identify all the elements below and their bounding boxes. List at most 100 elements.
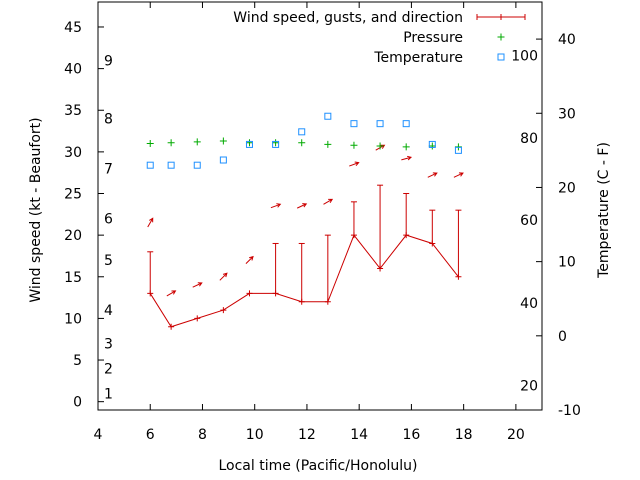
legend-label: Temperature xyxy=(373,50,463,66)
wind-direction-arrow xyxy=(453,172,464,178)
y2-tick-label: 0 xyxy=(558,329,567,345)
y2-tick-label: 40 xyxy=(558,32,576,48)
pressure-point xyxy=(350,141,358,149)
wind-direction-arrow xyxy=(296,203,308,209)
y-tick-label: 45 xyxy=(64,20,82,36)
y-tick-label: 30 xyxy=(64,145,82,161)
x-tick-label: 4 xyxy=(94,427,103,443)
wind-speed-point xyxy=(272,290,279,297)
wind-speed-point xyxy=(377,265,384,272)
legend-wind-marker xyxy=(498,14,504,20)
wind-speed-point xyxy=(324,298,331,305)
temperature-point xyxy=(245,140,253,148)
pressure-point xyxy=(167,139,175,147)
temperature-point xyxy=(219,156,227,164)
y2-tick-label: 20 xyxy=(558,180,576,196)
beaufort-label: 6 xyxy=(104,211,113,227)
legend-label: Pressure xyxy=(403,30,463,46)
wind-direction-arrow xyxy=(219,272,228,281)
temperature-point xyxy=(350,120,358,128)
y-tick-label: 5 xyxy=(73,353,82,369)
chart-axes xyxy=(97,2,542,411)
pressure-point xyxy=(146,140,154,148)
temperature-point xyxy=(428,140,436,148)
x-tick-label: 12 xyxy=(298,427,316,443)
x-tick-label: 20 xyxy=(507,427,525,443)
beaufort-label: 7 xyxy=(104,162,113,178)
beaufort-label: 5 xyxy=(104,253,113,269)
wind-direction-arrow xyxy=(401,155,413,161)
temperature-point xyxy=(376,120,384,128)
wind-direction-arrow xyxy=(270,203,282,209)
temperature-point xyxy=(193,161,201,169)
pressure-point xyxy=(324,140,332,148)
wind-direction-arrow xyxy=(323,198,334,205)
fahrenheit-label: 80 xyxy=(520,131,538,147)
temperature-point xyxy=(167,161,175,169)
pressure-point xyxy=(219,137,227,145)
wind-speed-point xyxy=(455,273,462,280)
wind-speed-line xyxy=(149,234,459,328)
wind-direction-arrow xyxy=(349,161,360,167)
temperature-point xyxy=(324,112,332,120)
y2-tick-label: 30 xyxy=(558,106,576,122)
pressure-point xyxy=(298,139,306,147)
fahrenheit-label: 100 xyxy=(511,48,538,64)
chart-tick-labels: 4 6 8 10 12 14 16 18 20051015202530354045-100102… xyxy=(64,20,581,443)
plot-border xyxy=(97,1,543,411)
pressure-point xyxy=(272,139,280,147)
y-tick-label: 15 xyxy=(64,270,82,286)
pressure-point xyxy=(428,142,436,150)
pressure-point xyxy=(402,143,410,151)
wind-speed-point xyxy=(220,307,227,314)
wind-direction-arrow xyxy=(147,217,154,228)
y2-axis-label: Temperature (C - F) xyxy=(596,142,612,279)
pressure-point xyxy=(376,142,384,150)
beaufort-label: 1 xyxy=(104,386,113,402)
wind-speed-point xyxy=(168,323,175,330)
beaufort-label: 8 xyxy=(104,112,113,128)
y2-tick-label: 10 xyxy=(558,255,576,271)
x-tick-label: 18 xyxy=(455,427,473,443)
wind-direction-arrow xyxy=(192,282,203,288)
legend-label: Wind speed, gusts, and direction xyxy=(233,10,463,26)
x-tick-label: 16 xyxy=(402,427,420,443)
legend-pressure-marker xyxy=(497,33,505,41)
temperature-point xyxy=(454,146,462,154)
temperature-point xyxy=(402,120,410,128)
wind-speed-point xyxy=(298,298,305,305)
y-tick-label: 35 xyxy=(64,103,82,119)
chart-legend: Wind speed, gusts, and direction Pressure… xyxy=(233,10,526,66)
y-axis-label: Wind speed (kt - Beaufort) xyxy=(28,117,44,302)
x-tick-label: 8 xyxy=(198,427,207,443)
x-tick-label: 14 xyxy=(350,427,368,443)
wind-direction-arrow xyxy=(245,255,254,265)
x-axis-label: Local time (Pacific/Honolulu) xyxy=(218,458,417,474)
fahrenheit-label: 60 xyxy=(520,213,538,229)
beaufort-label: 9 xyxy=(104,53,113,69)
beaufort-label: 3 xyxy=(104,336,113,352)
legend-temperature-marker xyxy=(497,53,505,61)
beaufort-label: 4 xyxy=(104,303,113,319)
y-tick-label: 40 xyxy=(64,62,82,78)
y-tick-label: 20 xyxy=(64,228,82,244)
temperature-point xyxy=(272,140,280,148)
wind-speed-point xyxy=(194,315,201,322)
beaufort-label: 2 xyxy=(104,361,113,377)
temperature-point xyxy=(146,161,154,169)
wind-speed-point xyxy=(350,232,357,239)
pressure-point xyxy=(193,138,201,146)
wind-speed-point xyxy=(429,240,436,247)
y-tick-label: 25 xyxy=(64,187,82,203)
wind-direction-arrow xyxy=(427,172,438,178)
fahrenheit-label: 20 xyxy=(520,379,538,395)
y-tick-label: 0 xyxy=(73,395,82,411)
x-tick-label: 6 xyxy=(146,427,155,443)
chart-frame xyxy=(97,1,543,411)
y2-tick-label: -10 xyxy=(558,403,581,419)
wind-speed-point xyxy=(403,232,410,239)
x-tick-label: 10 xyxy=(246,427,264,443)
wind-speed-point xyxy=(147,290,154,297)
chart-series xyxy=(146,112,464,330)
